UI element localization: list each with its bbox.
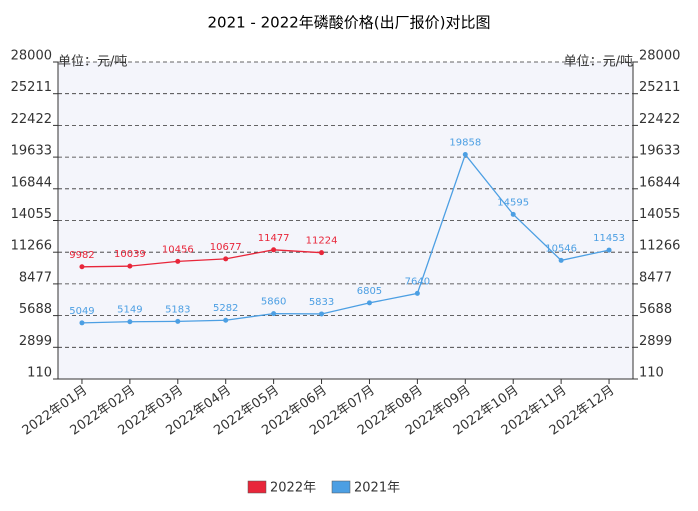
y2-tick-label: 5688 xyxy=(639,302,672,317)
data-label: 19858 xyxy=(449,138,481,149)
data-point xyxy=(414,290,420,296)
y-tick-label: 11266 xyxy=(11,239,52,254)
y2-tick-label: 19633 xyxy=(639,144,680,159)
data-point xyxy=(271,311,277,317)
data-point xyxy=(319,311,325,317)
data-point xyxy=(223,317,229,323)
y2-tick-label: 16844 xyxy=(639,175,680,190)
data-label: 11224 xyxy=(306,236,338,247)
legend-label: 2021年 xyxy=(354,481,400,496)
data-label: 5860 xyxy=(261,297,286,308)
data-point xyxy=(223,256,229,262)
y-tick-label: 16844 xyxy=(11,175,52,190)
y-tick-label: 22422 xyxy=(11,112,52,127)
data-point xyxy=(79,264,85,270)
y-tick-label: 19633 xyxy=(11,144,52,159)
data-point xyxy=(510,211,516,217)
y2-tick-label: 11266 xyxy=(639,239,680,254)
data-point xyxy=(175,258,181,264)
data-label: 5049 xyxy=(69,306,94,317)
y-tick-label: 14055 xyxy=(11,207,52,222)
data-point xyxy=(558,257,564,263)
y-axis-label: 单位：元/吨 xyxy=(58,55,127,70)
legend-swatch xyxy=(247,480,267,494)
data-label: 11477 xyxy=(258,233,290,244)
y-tick-label: 110 xyxy=(27,366,52,381)
data-label: 10546 xyxy=(545,243,577,254)
data-point xyxy=(606,247,612,253)
data-label: 9982 xyxy=(69,250,94,261)
data-point xyxy=(127,263,133,269)
data-label: 6805 xyxy=(357,286,382,297)
series-line xyxy=(81,153,610,324)
y-tick-label: 8477 xyxy=(19,270,52,285)
data-label: 10456 xyxy=(162,244,194,255)
legend-swatch xyxy=(331,480,351,494)
data-label: 14595 xyxy=(497,197,529,208)
data-label: 11453 xyxy=(593,233,625,244)
data-label: 5282 xyxy=(213,303,238,314)
data-label: 5149 xyxy=(117,305,142,316)
y2-tick-label: 14055 xyxy=(639,207,680,222)
y2-tick-label: 2899 xyxy=(639,334,672,349)
series-line xyxy=(81,249,322,268)
data-label: 5183 xyxy=(165,304,190,315)
y2-tick-label: 28000 xyxy=(639,49,680,64)
y-tick-label: 25211 xyxy=(11,80,52,95)
data-point xyxy=(319,250,325,256)
data-point xyxy=(366,300,372,306)
y-tick-label: 5688 xyxy=(19,302,52,317)
data-point xyxy=(462,152,468,158)
data-label: 10677 xyxy=(210,242,242,253)
data-label: 10039 xyxy=(114,249,146,260)
data-point xyxy=(175,318,181,324)
y2-tick-label: 110 xyxy=(639,366,664,381)
data-label: 5833 xyxy=(309,297,334,308)
y-tick-label: 28000 xyxy=(11,49,52,64)
data-label: 7640 xyxy=(405,276,430,287)
y2-tick-label: 22422 xyxy=(639,112,680,127)
data-point xyxy=(79,320,85,326)
y-tick-label: 2899 xyxy=(19,334,52,349)
data-point xyxy=(271,247,277,253)
y2-tick-label: 25211 xyxy=(639,80,680,95)
data-point xyxy=(127,319,133,325)
legend-label: 2022年 xyxy=(270,481,316,496)
chart-title: 2021 - 2022年磷酸价格(出厂报价)对比图 xyxy=(207,14,490,32)
y2-tick-label: 8477 xyxy=(639,270,672,285)
